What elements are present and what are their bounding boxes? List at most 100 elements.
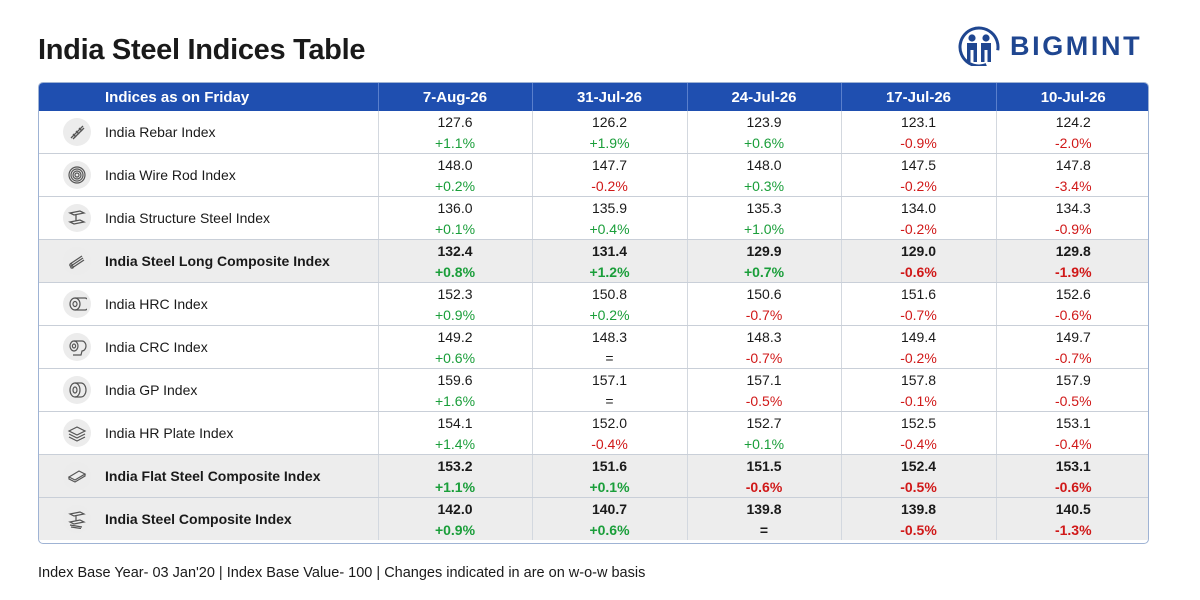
index-name: India HRC Index	[105, 296, 208, 312]
wow-change: +1.1%	[377, 132, 532, 154]
index-value: 152.7	[686, 411, 841, 433]
wow-change: -0.1%	[840, 390, 996, 412]
index-name-cell: India Rebar Index	[39, 111, 378, 154]
column-header: 24-Jul-26	[686, 83, 841, 111]
wow-change: -0.7%	[686, 304, 841, 326]
wow-change: -0.5%	[995, 390, 1148, 412]
hr-coil-icon	[63, 290, 91, 318]
wow-change: -0.7%	[995, 347, 1148, 369]
indices-table: Indices as on Friday 7-Aug-26 31-Jul-26 …	[38, 82, 1149, 544]
index-name: India CRC Index	[105, 339, 208, 355]
index-value: 147.5	[840, 153, 996, 175]
index-value: 152.3	[377, 282, 532, 304]
index-value: 135.9	[531, 196, 687, 218]
wow-change: -0.6%	[686, 476, 841, 498]
index-name: India HR Plate Index	[105, 425, 234, 441]
wow-change: +0.8%	[377, 261, 532, 283]
table-row: India HR Plate Index 154.1 152.0 152.7 152.5…	[39, 411, 1148, 455]
table-row-change: +1.1% +0.1% -0.6% -0.5% -0.6%	[39, 476, 1148, 498]
wow-change: -0.5%	[840, 519, 996, 540]
index-name: India Flat Steel Composite Index	[105, 468, 321, 484]
plate-stack-icon	[63, 419, 91, 447]
index-name: India Wire Rod Index	[105, 167, 236, 183]
wow-change: -1.9%	[995, 261, 1148, 283]
index-name-cell: India Steel Composite Index	[39, 497, 378, 540]
gp-coil-icon	[63, 376, 91, 404]
wow-change: -0.2%	[840, 218, 996, 240]
table-row-change: +0.9% +0.6% = -0.5% -1.3%	[39, 519, 1148, 540]
wow-change: +0.1%	[377, 218, 532, 240]
index-value: 149.7	[995, 325, 1148, 347]
index-name-cell: India Steel Long Composite Index	[39, 239, 378, 283]
index-value: 151.6	[531, 454, 687, 476]
column-header: 31-Jul-26	[531, 83, 687, 111]
index-value: 123.1	[840, 111, 996, 132]
wow-change: -0.5%	[840, 476, 996, 498]
wow-change: -0.2%	[840, 347, 996, 369]
index-name: India Steel Composite Index	[105, 511, 292, 527]
wow-change: -0.4%	[995, 433, 1148, 455]
index-name: India Structure Steel Index	[105, 210, 270, 226]
index-value: 148.3	[686, 325, 841, 347]
index-name-cell: India GP Index	[39, 368, 378, 412]
wow-change: +0.4%	[531, 218, 687, 240]
wow-change: -0.5%	[686, 390, 841, 412]
index-value: 129.8	[995, 239, 1148, 261]
index-value: 126.2	[531, 111, 687, 132]
table-row-change: +0.1% +0.4% +1.0% -0.2% -0.9%	[39, 218, 1148, 240]
index-value: 150.8	[531, 282, 687, 304]
index-name-cell: India Wire Rod Index	[39, 153, 378, 197]
index-value: 152.5	[840, 411, 996, 433]
index-value: 150.6	[686, 282, 841, 304]
index-value: 129.0	[840, 239, 996, 261]
wow-change: +0.7%	[686, 261, 841, 283]
wow-change: -0.9%	[995, 218, 1148, 240]
wow-change: =	[531, 347, 687, 369]
table-row-change: +1.1% +1.9% +0.6% -0.9% -2.0%	[39, 132, 1148, 154]
wow-change: -0.2%	[531, 175, 687, 197]
page-title: India Steel Indices Table	[38, 34, 366, 66]
wow-change: -0.7%	[840, 304, 996, 326]
wow-change: +1.6%	[377, 390, 532, 412]
index-value: 151.5	[686, 454, 841, 476]
table-row: India Rebar Index 127.6 126.2 123.9 123.1 124…	[39, 111, 1148, 154]
rebar-icon	[63, 118, 91, 146]
index-value: 149.2	[377, 325, 532, 347]
index-value: 140.5	[995, 497, 1148, 519]
index-value: 147.7	[531, 153, 687, 175]
table-row: India CRC Index 149.2 148.3 148.3 149.4 149.7	[39, 325, 1148, 369]
index-value: 151.6	[840, 282, 996, 304]
table-row-change: +0.8% +1.2% +0.7% -0.6% -1.9%	[39, 261, 1148, 283]
beam-composite-icon	[63, 505, 91, 533]
wow-change: =	[686, 519, 841, 540]
index-value: 157.8	[840, 368, 996, 390]
wow-change: -3.4%	[995, 175, 1148, 197]
column-header: 17-Jul-26	[840, 83, 996, 111]
index-value: 153.1	[995, 454, 1148, 476]
index-value: 124.2	[995, 111, 1148, 132]
wow-change: +0.3%	[686, 175, 841, 197]
rebar-bundle-icon	[63, 247, 91, 275]
wow-change: -2.0%	[995, 132, 1148, 154]
table-row-change: +0.6% = -0.7% -0.2% -0.7%	[39, 347, 1148, 369]
wow-change: -0.4%	[531, 433, 687, 455]
table-row: India Steel Composite Index 142.0 140.7 139…	[39, 497, 1148, 540]
wow-change: -0.6%	[995, 476, 1148, 498]
index-name-cell: India Flat Steel Composite Index	[39, 454, 378, 498]
bigmint-logo-icon	[958, 26, 1000, 66]
index-name-cell: India Structure Steel Index	[39, 196, 378, 240]
index-value: 134.0	[840, 196, 996, 218]
index-value: 157.9	[995, 368, 1148, 390]
wow-change: +0.2%	[377, 175, 532, 197]
index-value: 140.7	[531, 497, 687, 519]
wow-change: +0.9%	[377, 304, 532, 326]
wow-change: +1.1%	[377, 476, 532, 498]
table-row-change: +1.6% = -0.5% -0.1% -0.5%	[39, 390, 1148, 412]
index-value: 139.8	[686, 497, 841, 519]
table-row-change: +0.2% -0.2% +0.3% -0.2% -3.4%	[39, 175, 1148, 197]
index-value: 129.9	[686, 239, 841, 261]
table-header-row: Indices as on Friday 7-Aug-26 31-Jul-26 …	[39, 83, 1148, 111]
wow-change: +1.2%	[531, 261, 687, 283]
table-row: India Structure Steel Index 136.0 135.9 135…	[39, 196, 1148, 240]
logo-text: BIGMINT	[1010, 30, 1143, 61]
